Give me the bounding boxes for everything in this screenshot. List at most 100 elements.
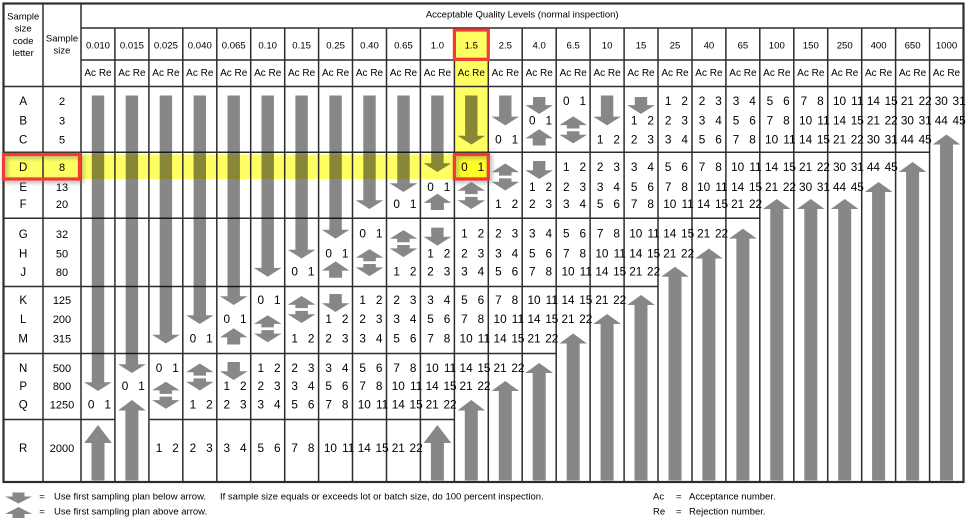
svg-text:Ac Re: Ac Re	[458, 68, 486, 79]
svg-text:0: 0	[291, 265, 298, 279]
svg-text:15: 15	[783, 160, 797, 174]
svg-text:2: 2	[240, 379, 247, 393]
svg-text:K: K	[19, 295, 27, 307]
svg-text:6: 6	[444, 312, 451, 326]
svg-text:11: 11	[614, 247, 626, 261]
svg-text:3: 3	[376, 312, 383, 326]
svg-text:315: 315	[53, 334, 71, 346]
svg-text:3: 3	[308, 361, 315, 375]
svg-text:10: 10	[731, 160, 745, 174]
svg-text:7: 7	[631, 197, 638, 211]
svg-text:2: 2	[699, 94, 706, 108]
svg-text:Ac Re: Ac Re	[84, 68, 112, 79]
svg-text:1: 1	[461, 227, 468, 241]
svg-text:2: 2	[563, 180, 570, 194]
svg-text:3: 3	[240, 398, 247, 412]
svg-text:7: 7	[699, 160, 706, 174]
svg-text:3: 3	[59, 116, 65, 128]
svg-text:8: 8	[376, 379, 383, 393]
svg-text:44: 44	[833, 180, 847, 194]
svg-text:3: 3	[393, 312, 400, 326]
svg-text:Ac Re: Ac Re	[899, 68, 927, 79]
svg-text:7: 7	[495, 293, 502, 307]
svg-text:14: 14	[629, 247, 643, 261]
svg-text:22: 22	[410, 441, 423, 455]
svg-text:10: 10	[494, 312, 508, 326]
svg-text:0: 0	[393, 197, 400, 211]
svg-text:6: 6	[512, 265, 519, 279]
svg-text:1: 1	[563, 160, 570, 174]
svg-text:2.5: 2.5	[499, 40, 512, 51]
svg-text:21: 21	[867, 113, 880, 127]
svg-text:Ac Re: Ac Re	[763, 68, 791, 79]
svg-text:21: 21	[799, 160, 812, 174]
svg-text:1: 1	[224, 379, 231, 393]
svg-text:30: 30	[935, 94, 949, 108]
svg-text:Ac Re: Ac Re	[390, 68, 418, 79]
svg-text:14: 14	[460, 361, 474, 375]
svg-text:15: 15	[681, 227, 695, 241]
svg-text:1: 1	[665, 94, 672, 108]
svg-text:7: 7	[665, 180, 672, 194]
svg-text:15: 15	[545, 312, 559, 326]
svg-text:G: G	[19, 229, 28, 241]
svg-text:500: 500	[53, 363, 71, 375]
svg-text:5: 5	[597, 197, 604, 211]
svg-text:1: 1	[325, 312, 332, 326]
svg-text:1: 1	[291, 332, 298, 346]
svg-text:2: 2	[478, 227, 485, 241]
svg-text:30: 30	[867, 133, 881, 147]
svg-text:Ac Re: Ac Re	[831, 68, 859, 79]
svg-text:21: 21	[494, 361, 507, 375]
svg-text:10: 10	[527, 293, 541, 307]
svg-text:1: 1	[376, 227, 383, 241]
svg-text:Ac Re: Ac Re	[220, 68, 248, 79]
svg-text:Ac Re: Ac Re	[933, 68, 961, 79]
svg-text:2: 2	[665, 113, 672, 127]
svg-text:3: 3	[733, 94, 740, 108]
svg-text:8: 8	[478, 312, 485, 326]
svg-text:2: 2	[410, 265, 417, 279]
svg-text:1: 1	[258, 361, 265, 375]
svg-text:1.5: 1.5	[465, 40, 478, 51]
svg-text:6: 6	[376, 361, 383, 375]
svg-text:Acceptable Quality Levels (nor: Acceptable Quality Levels (normal inspec…	[426, 10, 619, 21]
svg-text:8: 8	[342, 398, 349, 412]
svg-text:Acceptance number.: Acceptance number.	[689, 492, 776, 503]
svg-text:Ac Re: Ac Re	[492, 68, 520, 79]
svg-text:10: 10	[561, 265, 575, 279]
svg-text:5: 5	[631, 180, 638, 194]
svg-text:size: size	[54, 46, 71, 57]
svg-text:0: 0	[427, 180, 434, 194]
svg-text:8: 8	[647, 197, 654, 211]
svg-text:3: 3	[715, 94, 722, 108]
svg-text:5: 5	[665, 160, 672, 174]
svg-text:22: 22	[817, 160, 830, 174]
svg-text:C: C	[19, 135, 27, 147]
svg-text:Ac Re: Ac Re	[254, 68, 282, 79]
svg-text:A: A	[19, 96, 27, 108]
svg-text:15: 15	[579, 293, 593, 307]
svg-text:2: 2	[190, 441, 197, 455]
svg-text:4: 4	[647, 160, 654, 174]
svg-text:1: 1	[240, 312, 247, 326]
svg-text:3: 3	[681, 113, 688, 127]
svg-text:Ac Re: Ac Re	[288, 68, 316, 79]
svg-text:22: 22	[749, 197, 762, 211]
svg-text:0: 0	[258, 293, 265, 307]
svg-text:3: 3	[546, 197, 553, 211]
svg-text:8: 8	[546, 265, 553, 279]
svg-text:4: 4	[444, 293, 451, 307]
svg-text:2: 2	[613, 133, 620, 147]
svg-text:1: 1	[104, 398, 111, 412]
svg-text:1: 1	[190, 398, 197, 412]
svg-text:2: 2	[427, 265, 434, 279]
svg-text:13: 13	[56, 182, 68, 194]
svg-text:15: 15	[647, 247, 661, 261]
svg-text:30: 30	[799, 180, 813, 194]
svg-text:10: 10	[602, 40, 613, 51]
svg-text:2: 2	[291, 361, 298, 375]
svg-text:2: 2	[274, 361, 281, 375]
svg-text:11: 11	[580, 265, 592, 279]
svg-text:21: 21	[527, 332, 540, 346]
